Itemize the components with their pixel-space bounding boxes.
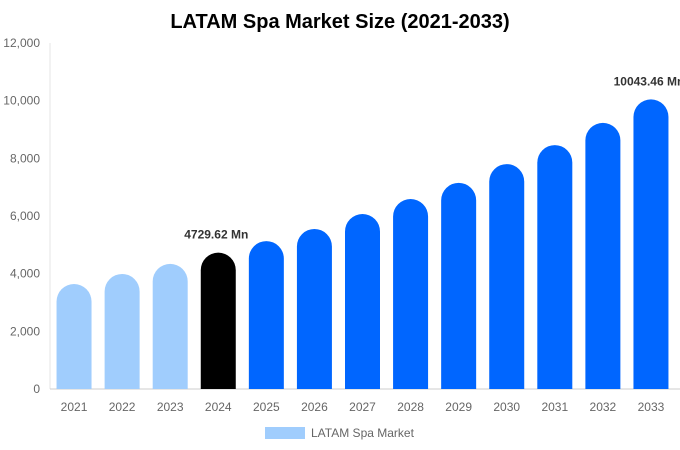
y-tick-label: 2,000 bbox=[10, 324, 40, 338]
bar-2026[interactable] bbox=[296, 228, 332, 389]
y-tick-label: 12,000 bbox=[3, 36, 40, 50]
bar-2029[interactable] bbox=[441, 182, 477, 389]
legend-label[interactable]: LATAM Spa Market bbox=[311, 426, 415, 440]
x-tick-label: 2023 bbox=[157, 400, 184, 414]
bar-2021[interactable] bbox=[56, 284, 92, 389]
bar-2033[interactable] bbox=[633, 99, 669, 389]
bar-2024[interactable] bbox=[200, 252, 236, 389]
x-tick-label: 2024 bbox=[205, 400, 232, 414]
x-tick-label: 2031 bbox=[541, 400, 568, 414]
legend-swatch[interactable] bbox=[265, 427, 305, 439]
bar-2027[interactable] bbox=[345, 213, 380, 389]
bar-2028[interactable] bbox=[393, 198, 429, 389]
y-tick-label: 8,000 bbox=[10, 151, 40, 165]
data-label: 10043.46 Mn bbox=[614, 74, 680, 88]
data-label: 4729.62 Mn bbox=[184, 228, 248, 242]
y-tick-label: 10,000 bbox=[3, 94, 40, 108]
bar-2023[interactable] bbox=[152, 263, 188, 389]
x-tick-label: 2026 bbox=[301, 400, 328, 414]
x-tick-label: 2027 bbox=[349, 400, 376, 414]
x-tick-label: 2032 bbox=[590, 400, 617, 414]
chart-title: LATAM Spa Market Size (2021-2033) bbox=[170, 11, 509, 33]
x-tick-label: 2021 bbox=[61, 400, 88, 414]
x-tick-label: 2025 bbox=[253, 400, 280, 414]
x-tick-label: 2030 bbox=[493, 400, 520, 414]
bar-2022[interactable] bbox=[104, 273, 140, 389]
x-tick-label: 2029 bbox=[445, 400, 472, 414]
x-tick-label: 2022 bbox=[109, 400, 136, 414]
bar-2031[interactable] bbox=[537, 145, 573, 389]
y-tick-label: 6,000 bbox=[10, 209, 40, 223]
bar-2030[interactable] bbox=[489, 164, 525, 389]
x-tick-label: 2033 bbox=[638, 400, 665, 414]
bar-2025[interactable] bbox=[248, 241, 284, 389]
bar-2032[interactable] bbox=[585, 122, 621, 389]
y-tick-label: 0 bbox=[33, 382, 40, 396]
x-tick-label: 2028 bbox=[397, 400, 424, 414]
y-tick-label: 4,000 bbox=[10, 267, 40, 281]
